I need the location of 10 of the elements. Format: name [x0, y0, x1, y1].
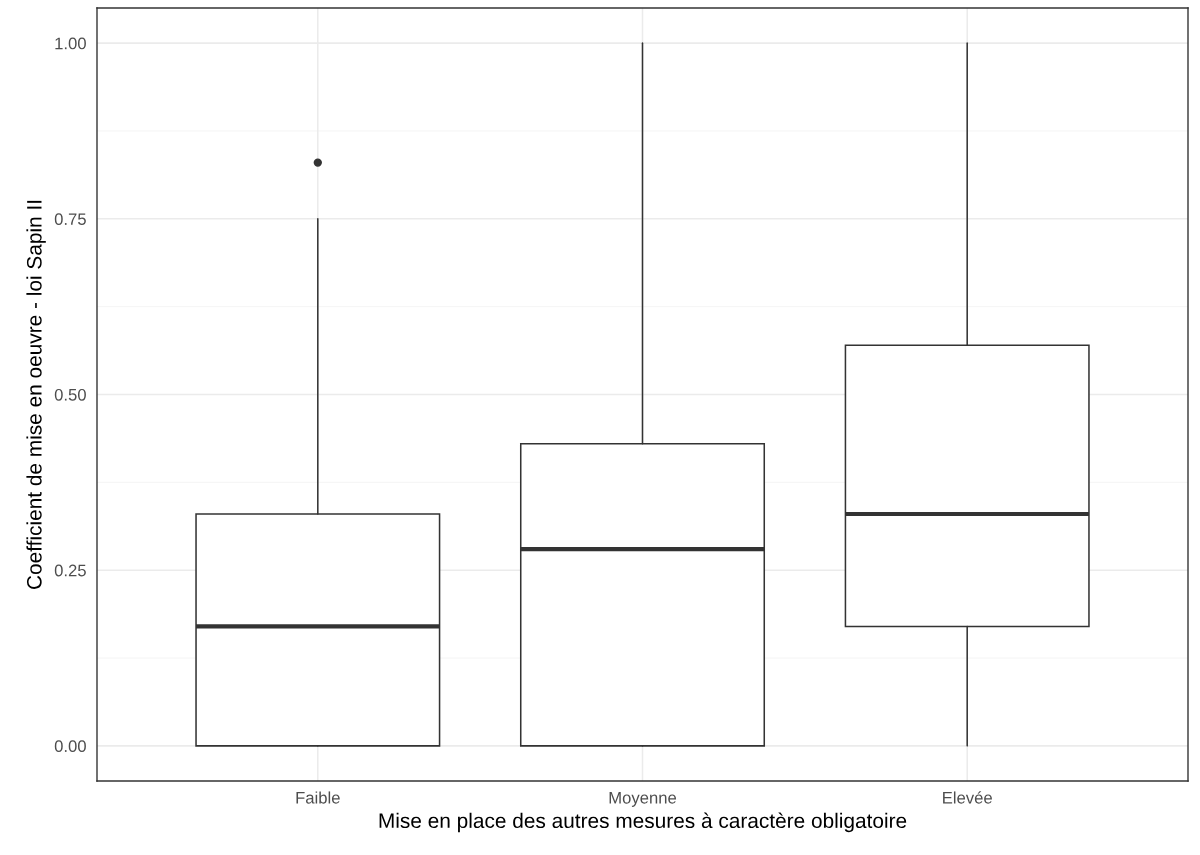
y-tick-label: 0.00 — [54, 740, 86, 753]
y-tick-label: 1.00 — [55, 37, 86, 50]
x-tick-label: Moyenne — [609, 792, 677, 807]
y-tick-label: 0.25 — [54, 564, 86, 577]
y-axis-title: Coefficient de mise en oeuvre - loi Sapin II — [26, 200, 46, 589]
y-tick-label: 0.50 — [54, 388, 86, 401]
y-tick-label: 0.75 — [54, 213, 86, 226]
x-tick-label: Elevée — [943, 791, 992, 804]
x-axis-title: Mise en place des autres mesures à caractère obligatoire — [379, 812, 907, 833]
x-tick-label: Faible — [296, 791, 340, 804]
